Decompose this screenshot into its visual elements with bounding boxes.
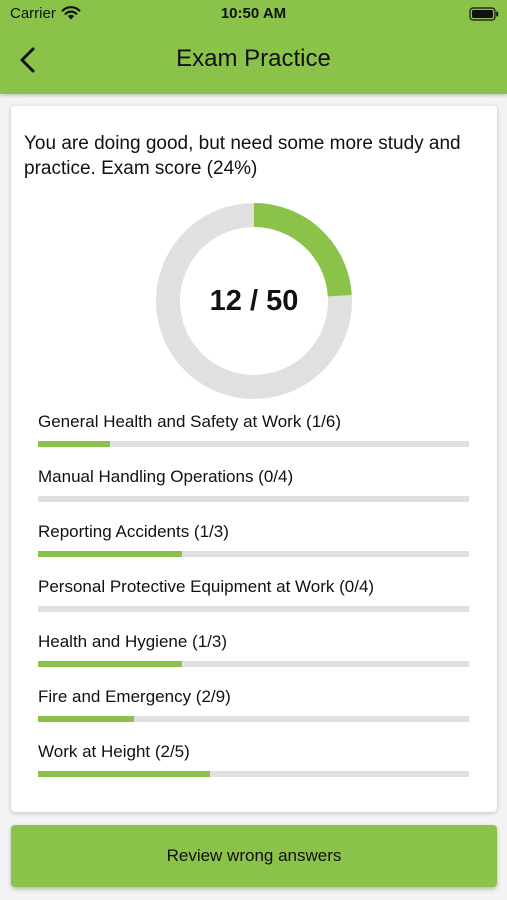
topic-progress-track (38, 716, 469, 722)
topic-progress-fill (38, 716, 134, 722)
topic-label: Manual Handling Operations (0/4) (38, 467, 294, 486)
app-header: Carrier 10:50 AM Exam Practice (0, 0, 507, 94)
topic-progress-track (38, 496, 469, 502)
topic-label: Health and Hygiene (1/3) (38, 632, 228, 651)
topic-row: Personal Protective Equipment at Work (0… (38, 577, 469, 632)
topic-row: Work at Height (2/5) (38, 742, 469, 797)
back-button[interactable] (12, 40, 46, 80)
status-time: 10:50 AM (220, 5, 287, 22)
status-bar: Carrier 10:50 AM (0, 0, 507, 28)
review-wrong-answers-button[interactable]: Review wrong answers (11, 825, 497, 887)
topic-breakdown-list: General Health and Safety at Work (1/6) M… (38, 412, 469, 797)
main-content: You are doing good, but need some more s… (0, 94, 507, 900)
topic-progress-fill (38, 551, 182, 557)
topic-row: Reporting Accidents (1/3) (38, 522, 469, 577)
topic-progress-fill (38, 771, 211, 777)
results-card: You are doing good, but need some more s… (11, 106, 497, 812)
score-ring-progress (156, 203, 352, 399)
topic-label: Fire and Emergency (2/9) (38, 687, 231, 706)
topic-row: Fire and Emergency (2/9) (38, 687, 469, 742)
battery-icon (469, 7, 499, 21)
score-value: 12 / 50 (209, 285, 299, 317)
topic-progress-track (38, 441, 469, 447)
topic-row: Manual Handling Operations (0/4) (38, 467, 469, 522)
chevron-left-icon (20, 47, 35, 73)
score-ring: 12 / 50 (155, 202, 353, 400)
topic-label: Reporting Accidents (1/3) (38, 522, 229, 541)
wifi-icon (61, 6, 81, 20)
topic-progress-fill (38, 661, 182, 667)
topic-label: Work at Height (2/5) (38, 742, 190, 761)
topic-progress-track (38, 606, 469, 612)
topic-label: General Health and Safety at Work (1/6) (38, 412, 342, 431)
topic-row: Health and Hygiene (1/3) (38, 632, 469, 687)
topic-label: Personal Protective Equipment at Work (0… (38, 577, 375, 596)
topic-progress-track (38, 551, 469, 557)
score-ring-chart (156, 203, 352, 399)
score-summary: You are doing good, but need some more s… (24, 133, 461, 179)
topic-progress-fill (38, 441, 110, 447)
topic-progress-track (38, 771, 469, 777)
topic-row: General Health and Safety at Work (1/6) (38, 412, 469, 467)
carrier-label: Carrier (10, 5, 56, 22)
page-title: Exam Practice (176, 45, 331, 72)
topic-progress-track (38, 661, 469, 667)
